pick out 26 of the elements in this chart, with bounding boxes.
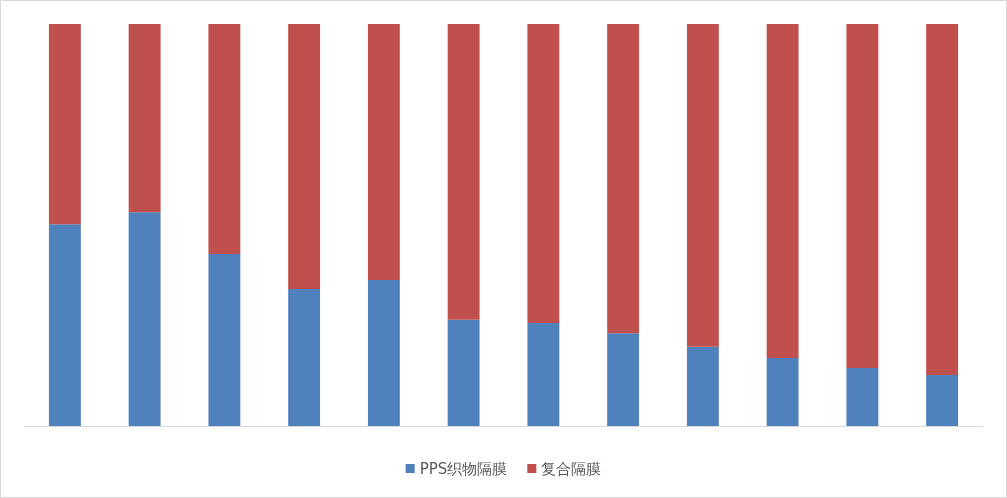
bar [447, 24, 480, 320]
bar [288, 24, 321, 289]
bar [846, 368, 879, 426]
bar [288, 288, 321, 426]
bar [686, 24, 719, 347]
bar [48, 24, 81, 225]
bar [846, 24, 879, 369]
bar [48, 224, 81, 426]
bar [208, 253, 241, 426]
bar [527, 323, 560, 426]
bar [367, 280, 400, 426]
bar [926, 24, 959, 375]
bar [527, 24, 560, 324]
legend-label: 复合隔膜 [541, 459, 602, 478]
legend-label: PPS织物隔膜 [419, 459, 508, 478]
bar [766, 358, 799, 426]
bar [607, 24, 640, 334]
bar [686, 346, 719, 426]
bar [367, 24, 400, 281]
bar [128, 212, 161, 426]
bar [926, 374, 959, 426]
bar [766, 24, 799, 359]
bar [607, 333, 640, 426]
bar [128, 24, 161, 213]
bar [447, 319, 480, 426]
bar [208, 24, 241, 254]
